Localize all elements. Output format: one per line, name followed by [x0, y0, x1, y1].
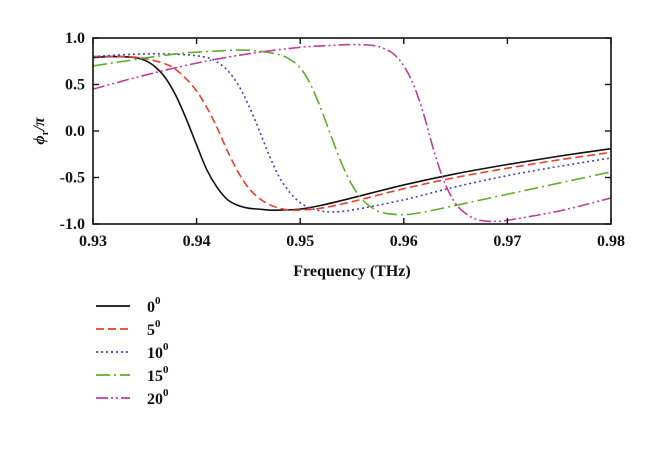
y-axis-label-tail: /π [31, 116, 48, 131]
legend-label: 100 [147, 341, 169, 362]
x-tick-label: 0.97 [493, 233, 521, 250]
legend-label: 50 [147, 318, 161, 339]
legend-label: 150 [147, 364, 169, 385]
legend-item: 00 [96, 295, 161, 316]
y-tick-label: 0.5 [65, 77, 85, 94]
legend-label: 200 [147, 387, 169, 408]
y-tick-label: -1.0 [60, 216, 85, 233]
legend-item: 50 [96, 318, 161, 339]
x-tick-label: 0.96 [390, 233, 418, 250]
legend-item: 150 [96, 364, 169, 385]
y-axis-label-base: ϕ [31, 135, 48, 144]
x-axis-label: Frequency (THz) [293, 263, 410, 280]
legend-label: 00 [147, 295, 161, 316]
series-line-0deg [93, 55, 611, 211]
legend-item: 200 [96, 387, 169, 408]
series-line-20deg [93, 43, 611, 223]
x-tick-label: 0.98 [597, 233, 625, 250]
series-line-5deg [93, 55, 611, 212]
legend-item: 100 [96, 341, 169, 362]
ticks-layer: 0.93 0.94 0.95 0.96 0.97 0.98 -1.0 -0.5 0.0 0.5 1.… [60, 30, 625, 250]
y-axis-label: ϕr/π [31, 116, 51, 145]
series-line-15deg [93, 49, 611, 216]
x-tick-label: 0.94 [183, 233, 211, 250]
y-axis-label-sub: r [39, 130, 51, 135]
x-tick-label: 0.93 [79, 233, 107, 250]
series-layer [93, 43, 611, 223]
x-tick-label: 0.95 [286, 233, 314, 250]
y-tick-label: 1.0 [65, 30, 85, 47]
y-tick-label: 0.0 [65, 123, 85, 140]
y-tick-label: -0.5 [60, 170, 85, 187]
